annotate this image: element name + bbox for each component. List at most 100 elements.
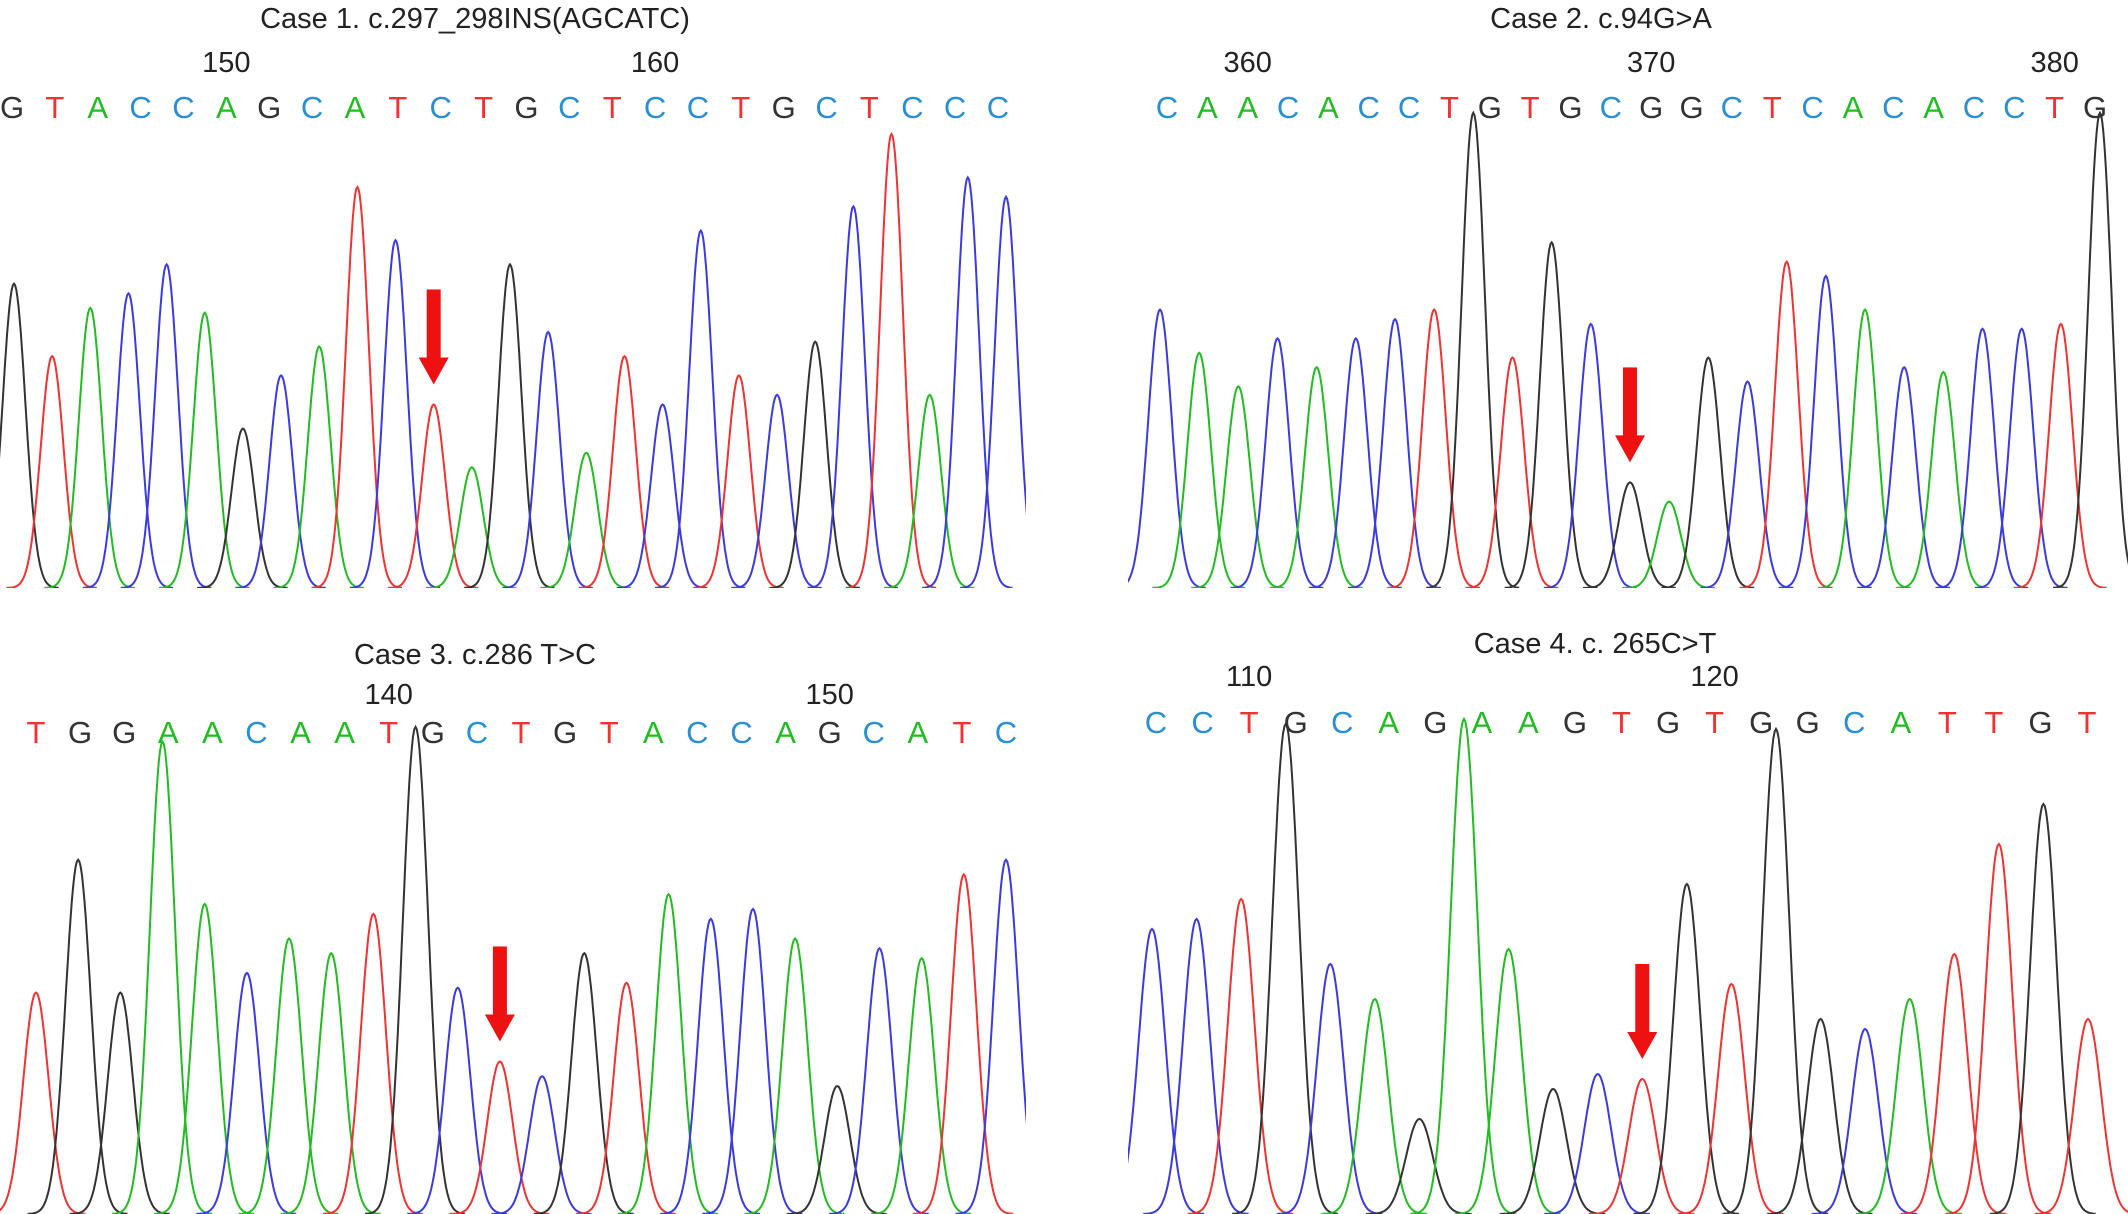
trace-peak-T xyxy=(1187,897,1294,1214)
trace-peak-A xyxy=(883,393,975,588)
trace-peak-G xyxy=(1232,721,1339,1214)
trace-peak-C xyxy=(1974,327,2068,588)
base-call-label: G xyxy=(1679,90,1703,125)
trace-peak-G xyxy=(1989,802,2096,1214)
base-call-label: G xyxy=(553,715,577,750)
base-call-label: C xyxy=(1843,705,1865,740)
base-call-label: C xyxy=(466,715,488,750)
base-call-label: C xyxy=(1191,705,1213,740)
trace-peak-C xyxy=(828,946,929,1214)
base-call-label: G xyxy=(772,90,796,125)
base-call-label: T xyxy=(1521,90,1540,125)
trace-peak-C xyxy=(731,393,822,588)
position-label: 380 xyxy=(2030,47,2078,79)
mutation-arrow xyxy=(1627,964,1658,1059)
base-call-label: T xyxy=(379,715,398,750)
base-call-label: T xyxy=(2045,90,2064,125)
trace-peak-A xyxy=(871,956,972,1214)
trace-peak-A xyxy=(1455,947,1561,1214)
chromatogram-panel-2: Case 2. c.94G>AC A A C A C C T G T G C G G C T C A C A C C T G3… xyxy=(1128,3,2128,588)
trace-peak-T xyxy=(693,374,784,588)
trace-peak-T xyxy=(913,872,1014,1214)
trace-peak-C xyxy=(922,175,1013,588)
base-call-label: G xyxy=(0,90,24,125)
base-call-label: A xyxy=(202,715,223,750)
trace-peak-C xyxy=(1230,336,1324,588)
position-label: 150 xyxy=(805,679,853,711)
trace-peak-C xyxy=(1128,308,1206,588)
base-call-label: C xyxy=(730,715,752,750)
base-call-label: G xyxy=(1749,705,1773,740)
trace-peak-A xyxy=(159,311,250,588)
position-label: 140 xyxy=(365,679,413,711)
trace-peak-C xyxy=(1276,962,1383,1214)
trace-peak-T xyxy=(322,912,423,1214)
trace-peak-A xyxy=(111,739,212,1214)
base-call-label: T xyxy=(860,90,879,125)
base-call-label: G xyxy=(2083,90,2107,125)
trace-peak-C xyxy=(1700,380,1794,588)
base-call-label: G xyxy=(112,715,136,750)
trace-peak-G xyxy=(1426,110,1520,588)
trace-peak-A xyxy=(1856,997,1962,1214)
trace-peak-T xyxy=(311,185,403,588)
trace-peak-G xyxy=(365,724,466,1214)
trace-peak-A xyxy=(1896,370,1990,588)
base-call-label: C xyxy=(686,715,708,750)
trace-peak-C xyxy=(1308,336,1402,588)
trace-peak-T xyxy=(578,354,670,588)
trace-peak-A xyxy=(44,306,135,588)
trace-peak-T xyxy=(1387,308,1481,588)
trace-peak-T xyxy=(2034,1017,2128,1214)
trace-peak-C xyxy=(1543,322,1637,588)
base-call-label: C xyxy=(944,90,966,125)
trace-peak-T xyxy=(1465,356,1559,588)
base-call-label: G xyxy=(1478,90,1502,125)
trace-peak-C xyxy=(82,291,174,588)
chromatogram-panel-4: Case 4. c. 265C>TC C T G C A G A A G T G T G G C A T T G T11… xyxy=(1128,628,2128,1214)
trace-peak-G xyxy=(1722,726,1829,1214)
base-call-label: C xyxy=(245,715,267,750)
trace-peak-G xyxy=(1365,1117,1472,1214)
base-call-label: G xyxy=(1656,705,1680,740)
panel-title: Case 3. c.286 T>C xyxy=(354,639,596,671)
base-call-label: G xyxy=(818,715,842,750)
base-call-label: A xyxy=(775,715,796,750)
base-call-label: C xyxy=(901,90,923,125)
base-call-label: A xyxy=(1923,90,1944,125)
trace-peak-G xyxy=(1504,240,1598,588)
trace-peak-T xyxy=(1945,842,2052,1214)
trace-peak-C xyxy=(349,238,441,588)
base-call-label: G xyxy=(68,715,92,750)
mutation-arrow xyxy=(484,946,515,1042)
trace-peak-A xyxy=(426,466,517,588)
base-call-label: G xyxy=(421,715,445,750)
base-call-label: T xyxy=(1984,705,2003,740)
base-call-label: C xyxy=(301,90,323,125)
trace-peak-A xyxy=(154,902,254,1214)
panel-title: Case 2. c.94G>A xyxy=(1490,3,1712,35)
base-call-label: T xyxy=(474,90,493,125)
trace-peak-C xyxy=(1778,274,1872,588)
trace-peak-G xyxy=(2053,110,2128,588)
base-call-label: G xyxy=(257,90,281,125)
trace-peak-A xyxy=(1818,308,1911,588)
mutation-arrow xyxy=(418,289,449,385)
base-call-label: G xyxy=(2028,705,2052,740)
base-call-label: C xyxy=(558,90,580,125)
base-call-label: T xyxy=(27,715,46,750)
base-call-label: T xyxy=(388,90,407,125)
base-call-label: T xyxy=(731,90,750,125)
trace-peak-T xyxy=(1588,1077,1695,1214)
trace-peak-C xyxy=(235,374,326,588)
base-call-label: G xyxy=(1284,705,1308,740)
base-call-label: C xyxy=(687,90,709,125)
base-call-label: G xyxy=(1796,705,1820,740)
trace-peak-C xyxy=(807,204,899,588)
trace-peak-T xyxy=(1900,952,2007,1214)
trace-peak-T xyxy=(2013,322,2107,588)
position-label: 110 xyxy=(1226,661,1272,693)
base-call-label: C xyxy=(1963,90,1985,125)
base-call-label: T xyxy=(1440,90,1459,125)
